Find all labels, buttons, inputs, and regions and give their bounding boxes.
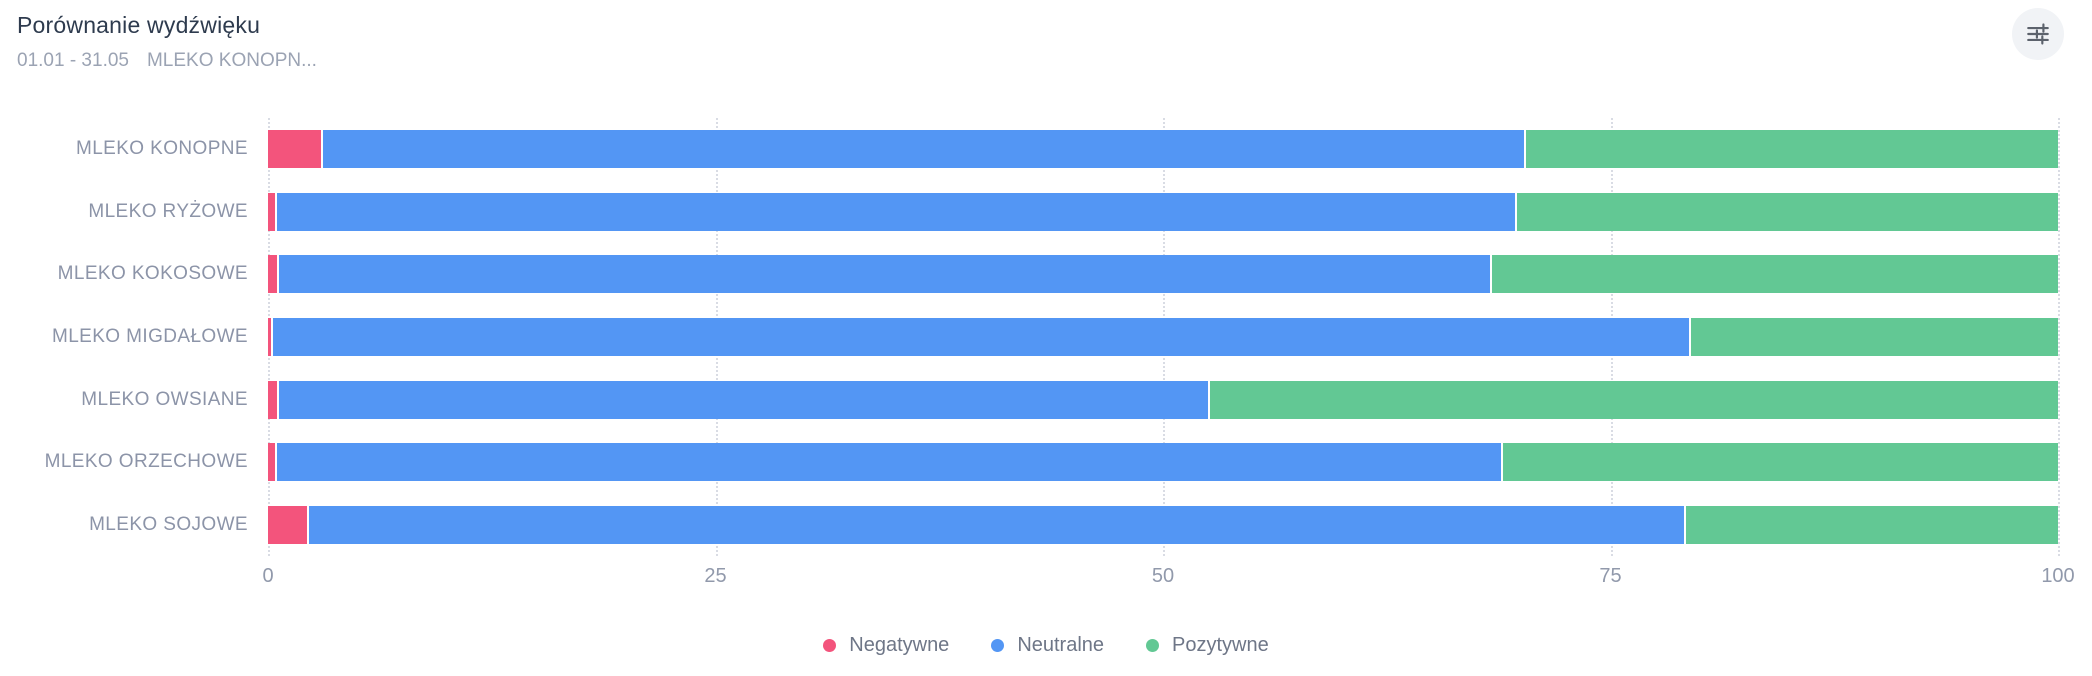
legend-item-positive[interactable]: Pozytywne xyxy=(1146,634,1269,657)
legend-dot-positive xyxy=(1146,639,1160,652)
category-label: MLEKO OWSIANE xyxy=(81,388,248,410)
bar-segment-neutral[interactable] xyxy=(278,380,1210,419)
x-tick-label-0: 0 xyxy=(262,565,274,587)
bar-segment-negative[interactable] xyxy=(268,443,277,482)
stacked-bar xyxy=(268,380,2058,419)
chart-row: MLEKO KONOPNE xyxy=(76,118,2058,181)
bar-segment-negative[interactable] xyxy=(268,130,324,169)
date-range: 01.01 - 31.05 xyxy=(17,50,129,71)
legend-item-neutral[interactable]: Neutralne xyxy=(991,634,1104,657)
bar-segment-positive[interactable] xyxy=(1685,505,2058,544)
chart-header: Porównanie wydźwięku 01.01 - 31.05 MLEKO … xyxy=(17,12,317,72)
chart-row: MLEKO KOKOSOWE xyxy=(58,243,2058,306)
category-label: MLEKO KOKOSOWE xyxy=(57,263,248,285)
legend-dot-negative xyxy=(823,639,837,652)
bar-segment-positive[interactable] xyxy=(1209,380,2058,419)
stacked-bar xyxy=(268,505,2058,544)
bar-segment-negative[interactable] xyxy=(268,255,279,294)
category-label: MLEKO RYŻOWE xyxy=(88,200,248,222)
bar-segment-negative[interactable] xyxy=(268,505,310,544)
chart-row: MLEKO OWSIANE xyxy=(81,368,2058,431)
bar-segment-positive[interactable] xyxy=(1517,192,2058,231)
category-label: MLEKO SOJOWE xyxy=(89,513,248,535)
bar-segment-positive[interactable] xyxy=(1526,130,2058,169)
chart-row: MLEKO SOJOWE xyxy=(89,493,2058,556)
legend-label: Neutralne xyxy=(1017,634,1105,656)
chart-row: MLEKO RYŻOWE xyxy=(88,181,2058,244)
chart-legend: Negatywne Neutralne Pozytywne xyxy=(0,634,2092,657)
x-tick-label-50: 50 xyxy=(1151,565,1175,587)
chart-row: MLEKO MIGDAŁOWE xyxy=(52,306,2058,369)
x-tick-label-100: 100 xyxy=(2041,565,2075,587)
page-title: Porównanie wydźwięku xyxy=(17,12,261,38)
topics-truncated: MLEKO KONOPN... xyxy=(146,50,317,71)
chart-subtitle: 01.01 - 31.05 MLEKO KONOPN... xyxy=(17,50,317,72)
x-tick-label-75: 75 xyxy=(1599,565,1622,587)
stacked-bar xyxy=(268,130,2058,169)
stacked-bar xyxy=(268,255,2058,294)
bar-segment-positive[interactable] xyxy=(1492,255,2058,294)
chart-settings-button[interactable] xyxy=(2012,8,2064,60)
bar-segment-negative[interactable] xyxy=(268,317,274,356)
bar-segment-negative[interactable] xyxy=(268,380,279,419)
sliders-icon xyxy=(2025,21,2051,47)
legend-dot-neutral xyxy=(991,639,1005,652)
bar-segment-positive[interactable] xyxy=(1691,317,2058,356)
stacked-bar xyxy=(268,443,2058,482)
category-label: MLEKO MIGDAŁOWE xyxy=(51,325,248,347)
bar-segment-positive[interactable] xyxy=(1503,443,2058,482)
bar-segment-negative[interactable] xyxy=(268,192,277,231)
x-tick-label-25: 25 xyxy=(704,565,727,587)
bar-segment-neutral[interactable] xyxy=(309,505,1686,544)
legend-label: Negatywne xyxy=(849,634,950,656)
stacked-bar xyxy=(268,192,2058,231)
bar-segment-neutral[interactable] xyxy=(276,443,1504,482)
sentiment-stacked-bar-chart: MLEKO KONOPNE MLEKO RYŻOWE MLEKO KOKOSOWE M… xyxy=(45,118,2060,556)
stacked-bar xyxy=(268,317,2058,356)
category-label: MLEKO ORZECHOWE xyxy=(44,451,248,473)
category-label: MLEKO KONOPNE xyxy=(75,138,248,160)
bar-segment-neutral[interactable] xyxy=(276,192,1518,231)
legend-label: Pozytywne xyxy=(1172,634,1269,656)
bar-segment-neutral[interactable] xyxy=(323,130,1527,169)
bar-segment-neutral[interactable] xyxy=(273,317,1692,356)
chart-row: MLEKO ORZECHOWE xyxy=(45,431,2058,494)
legend-item-negative[interactable]: Negatywne xyxy=(823,634,949,657)
bar-segment-neutral[interactable] xyxy=(278,255,1493,294)
gridline-100 xyxy=(2058,118,2060,556)
x-axis: 0 25 50 75 100 xyxy=(262,565,2074,591)
